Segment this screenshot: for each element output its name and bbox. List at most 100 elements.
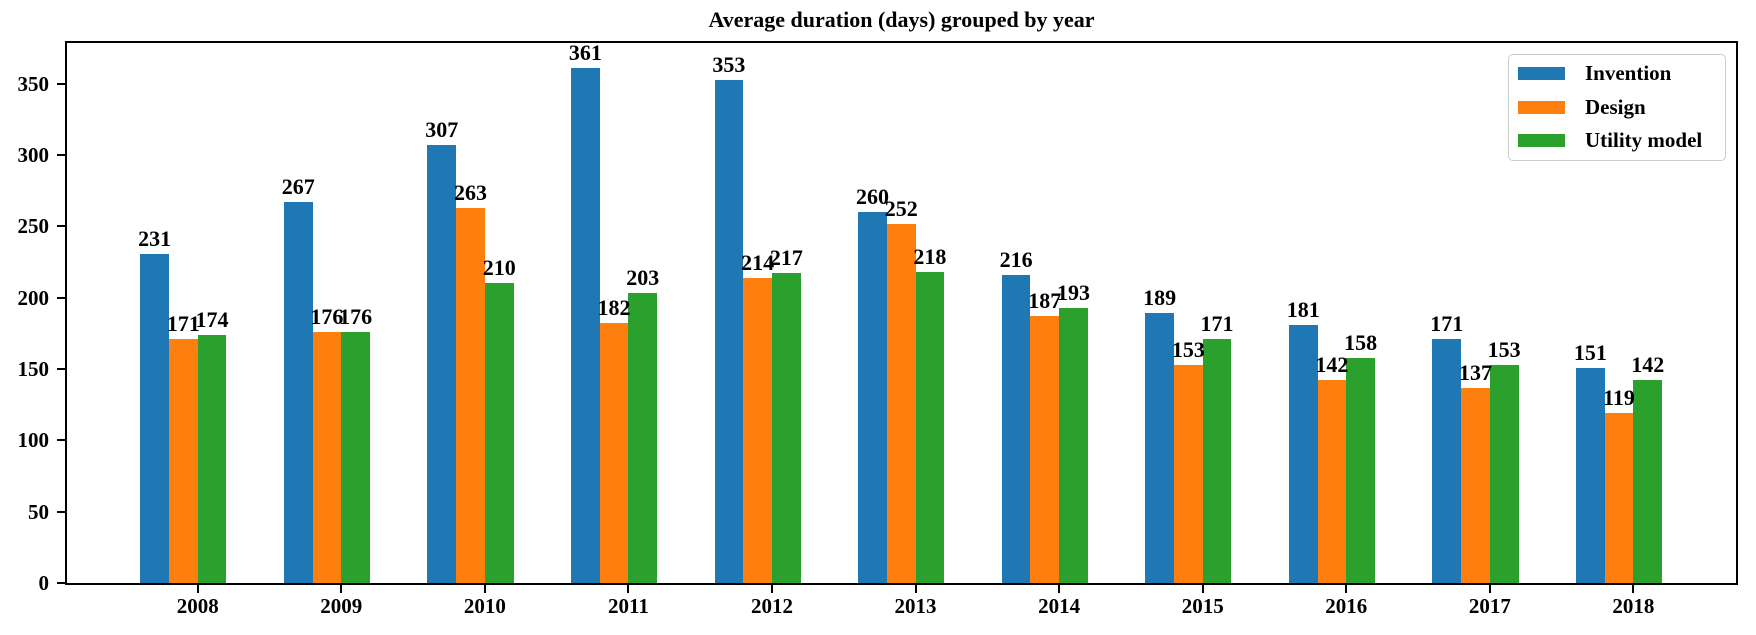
bar-utility-model-2017 — [1489, 364, 1519, 583]
y-axis-tick-label: 150 — [17, 357, 50, 382]
bar-value-label: 216 — [999, 246, 1033, 272]
bar-invention-2010 — [427, 145, 457, 583]
legend-swatch-icon — [1518, 67, 1565, 81]
bar-value-label: 142 — [1315, 352, 1349, 378]
bar-utility-model-2014 — [1059, 307, 1088, 583]
bar-value-label: 137 — [1458, 359, 1492, 385]
y-axis-tick-label: 50 — [28, 499, 49, 524]
bar-value-label: 267 — [281, 174, 315, 200]
x-axis-tick-label: 2008 — [176, 594, 219, 618]
y-axis-tick — [57, 225, 65, 228]
bar-value-label: 189 — [1143, 285, 1177, 311]
bar-value-label: 187 — [1028, 288, 1062, 314]
bar-value-label: 182 — [597, 295, 631, 321]
x-axis-tick — [1345, 585, 1348, 593]
bar-design-2015 — [1173, 364, 1203, 583]
bar-value-label: 153 — [1487, 336, 1521, 362]
bar-invention-2013 — [858, 212, 887, 583]
bar-value-label: 171 — [1200, 311, 1234, 337]
bar-value-label: 260 — [856, 184, 889, 210]
legend: Invention Design Utility model — [1508, 54, 1726, 161]
bar-invention-2009 — [283, 202, 313, 583]
bar-value-label: 174 — [195, 306, 229, 332]
bar-design-2009 — [312, 331, 342, 583]
x-axis-tick — [483, 585, 486, 593]
x-axis-tick — [340, 585, 343, 593]
y-axis-tick-label: 100 — [17, 428, 50, 453]
chart-title: Average duration (days) grouped by year — [708, 7, 1095, 32]
legend-item-design: Design — [1509, 90, 1725, 123]
bar-utility-model-2013 — [915, 272, 945, 583]
bar-utility-model-2012 — [771, 273, 801, 583]
y-axis-tick-label: 200 — [17, 285, 50, 310]
y-axis-tick — [57, 82, 65, 85]
y-axis-tick-label: 0 — [38, 571, 50, 595]
x-axis-tick — [1058, 585, 1061, 593]
legend-item-label: Design — [1585, 94, 1646, 119]
legend-item-label: Invention — [1585, 61, 1672, 86]
bar-design-2012 — [743, 277, 772, 583]
x-axis-tick-label: 2012 — [750, 594, 793, 618]
bar-value-label: 176 — [339, 303, 373, 329]
bar-value-label: 353 — [712, 51, 746, 77]
bar-value-label: 218 — [913, 244, 947, 270]
bar-design-2011 — [599, 323, 629, 583]
x-axis-tick — [914, 585, 917, 593]
bar-value-label: 361 — [568, 40, 602, 66]
x-axis-tick — [196, 585, 199, 593]
y-axis-tick-label: 300 — [17, 143, 50, 168]
bar-value-label: 153 — [1171, 336, 1205, 362]
bar-value-label: 193 — [1056, 279, 1090, 305]
bar-invention-2008 — [140, 253, 169, 583]
bar-value-label: 151 — [1573, 339, 1607, 365]
y-axis-tick — [57, 510, 65, 513]
bar-invention-2016 — [1288, 324, 1318, 583]
bar-value-label: 263 — [453, 179, 487, 205]
bar-utility-model-2018 — [1633, 380, 1663, 583]
bar-value-label: 252 — [884, 195, 918, 221]
bar-invention-2017 — [1432, 339, 1462, 583]
bar-invention-2015 — [1145, 313, 1174, 583]
x-axis-tick — [1488, 585, 1491, 593]
bar-value-label: 231 — [138, 225, 172, 251]
x-axis-tick-label: 2018 — [1612, 594, 1655, 618]
y-axis-tick — [57, 296, 65, 299]
bar-value-label: 158 — [1344, 329, 1378, 355]
bar-value-label: 171 — [166, 311, 200, 337]
bar-design-2018 — [1604, 413, 1634, 583]
bar-invention-2018 — [1576, 367, 1605, 583]
bar-utility-model-2011 — [628, 293, 658, 583]
bar-invention-2012 — [714, 79, 744, 583]
x-axis-tick — [627, 585, 630, 593]
bar-value-label: 176 — [310, 303, 344, 329]
bar-design-2014 — [1030, 316, 1060, 583]
bar-value-label: 214 — [741, 249, 775, 275]
bar-utility-model-2016 — [1346, 357, 1375, 583]
bar-value-label: 142 — [1631, 352, 1665, 378]
bar-invention-2014 — [1001, 274, 1031, 583]
y-axis-tick-label: 350 — [17, 71, 50, 96]
x-axis-tick-label: 2015 — [1181, 594, 1224, 618]
y-axis-tick — [57, 439, 65, 442]
bar-design-2016 — [1317, 380, 1347, 583]
y-axis-tick-label: 250 — [17, 214, 50, 239]
bar-value-label: 307 — [425, 117, 459, 143]
x-axis-tick-label: 2016 — [1325, 594, 1368, 618]
x-axis-tick — [1201, 585, 1204, 593]
bar-utility-model-2009 — [341, 331, 370, 583]
bar-value-label: 119 — [1603, 385, 1635, 411]
legend-swatch-icon — [1518, 133, 1565, 147]
legend-item-invention: Invention — [1509, 57, 1725, 90]
x-axis-tick-label: 2011 — [607, 594, 649, 618]
y-axis-tick — [57, 582, 65, 584]
bar-utility-model-2015 — [1202, 339, 1232, 583]
bar-design-2013 — [886, 223, 916, 583]
bar-value-label: 171 — [1430, 311, 1464, 337]
x-axis-tick — [770, 585, 773, 593]
bar-design-2010 — [456, 207, 485, 583]
x-axis-tick-label: 2013 — [894, 594, 937, 618]
legend-item-utility-model: Utility model — [1509, 124, 1725, 157]
bar-design-2017 — [1461, 387, 1490, 583]
bar-value-label: 181 — [1286, 296, 1320, 322]
